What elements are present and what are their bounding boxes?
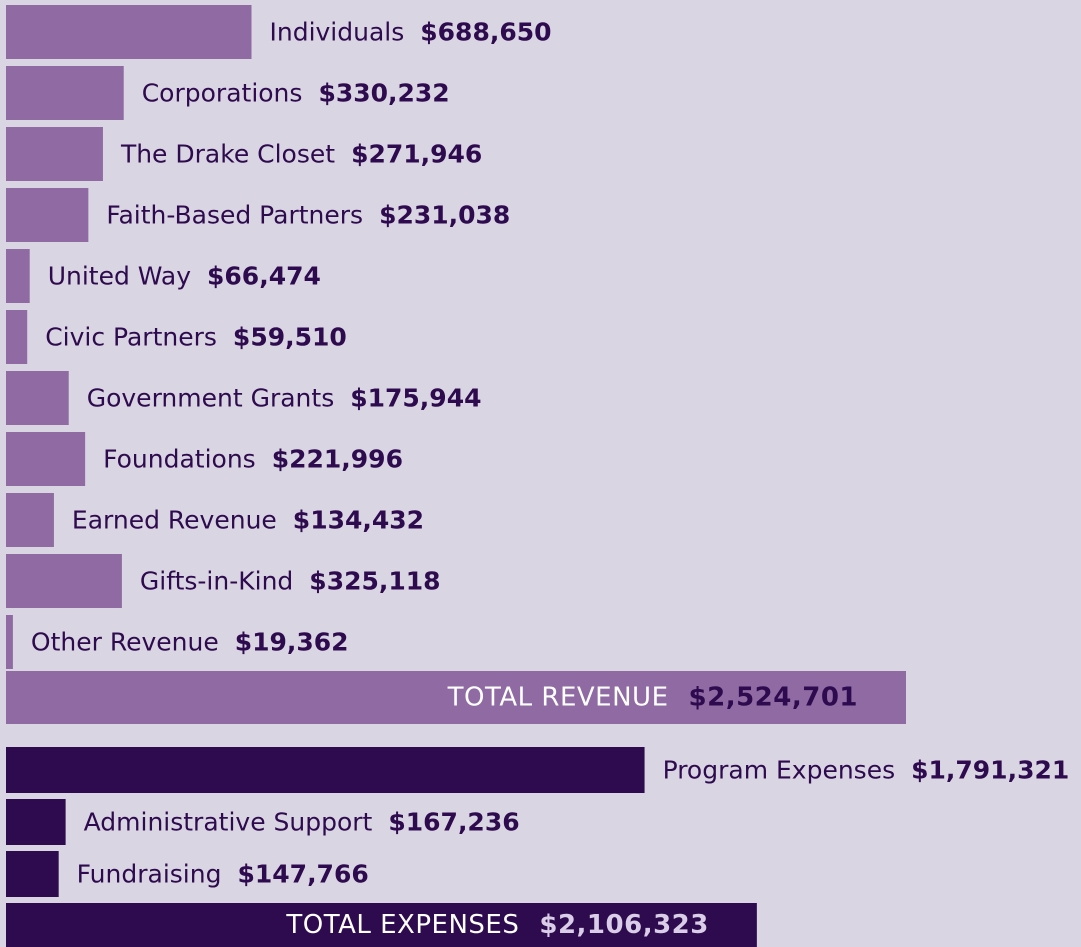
total-label: TOTAL EXPENSES [285, 910, 519, 940]
bar [6, 127, 103, 181]
category-label: Civic Partners [45, 323, 217, 352]
bar [6, 615, 13, 669]
value-label: $175,944 [350, 384, 481, 413]
category-label: Administrative Support [84, 808, 373, 837]
value-label: $147,766 [237, 860, 368, 889]
category-label: Other Revenue [31, 628, 219, 657]
value-label: $325,118 [309, 567, 440, 596]
bar [6, 371, 69, 425]
category-label: Individuals [269, 18, 404, 47]
bar [6, 493, 54, 547]
value-label: $231,038 [379, 201, 510, 230]
value-label: $134,432 [293, 506, 424, 535]
value-label: $330,232 [318, 79, 449, 108]
total-label: TOTAL REVENUE [447, 683, 669, 713]
bar [6, 851, 59, 897]
value-label: $688,650 [420, 18, 551, 47]
value-label: $271,946 [351, 140, 482, 169]
category-label: Corporations [142, 79, 303, 108]
category-label: Foundations [103, 445, 256, 474]
value-label: $19,362 [235, 628, 349, 657]
category-label: Program Expenses [663, 756, 896, 785]
bar [6, 747, 645, 793]
bar [6, 188, 89, 242]
category-label: Earned Revenue [72, 506, 277, 535]
value-label: $1,791,321 [911, 756, 1069, 785]
category-label: United Way [48, 262, 192, 291]
value-label: $221,996 [272, 445, 403, 474]
category-label: Government Grants [87, 384, 335, 413]
category-label: Gifts-in-Kind [140, 567, 293, 596]
value-label: $66,474 [207, 262, 321, 291]
total-bar [6, 671, 906, 724]
bar [6, 799, 66, 845]
value-label: $59,510 [233, 323, 347, 352]
bar [6, 66, 124, 120]
category-label: The Drake Closet [120, 140, 335, 169]
total-value-label: $2,524,701 [689, 683, 858, 713]
bar [6, 249, 30, 303]
bar [6, 432, 86, 486]
bar [6, 554, 122, 608]
total-bar [6, 903, 757, 947]
bar [6, 5, 252, 59]
category-label: Fundraising [77, 860, 222, 889]
total-value-label: $2,106,323 [539, 910, 708, 940]
bar [6, 310, 28, 364]
value-label: $167,236 [388, 808, 519, 837]
category-label: Faith-Based Partners [106, 201, 363, 230]
